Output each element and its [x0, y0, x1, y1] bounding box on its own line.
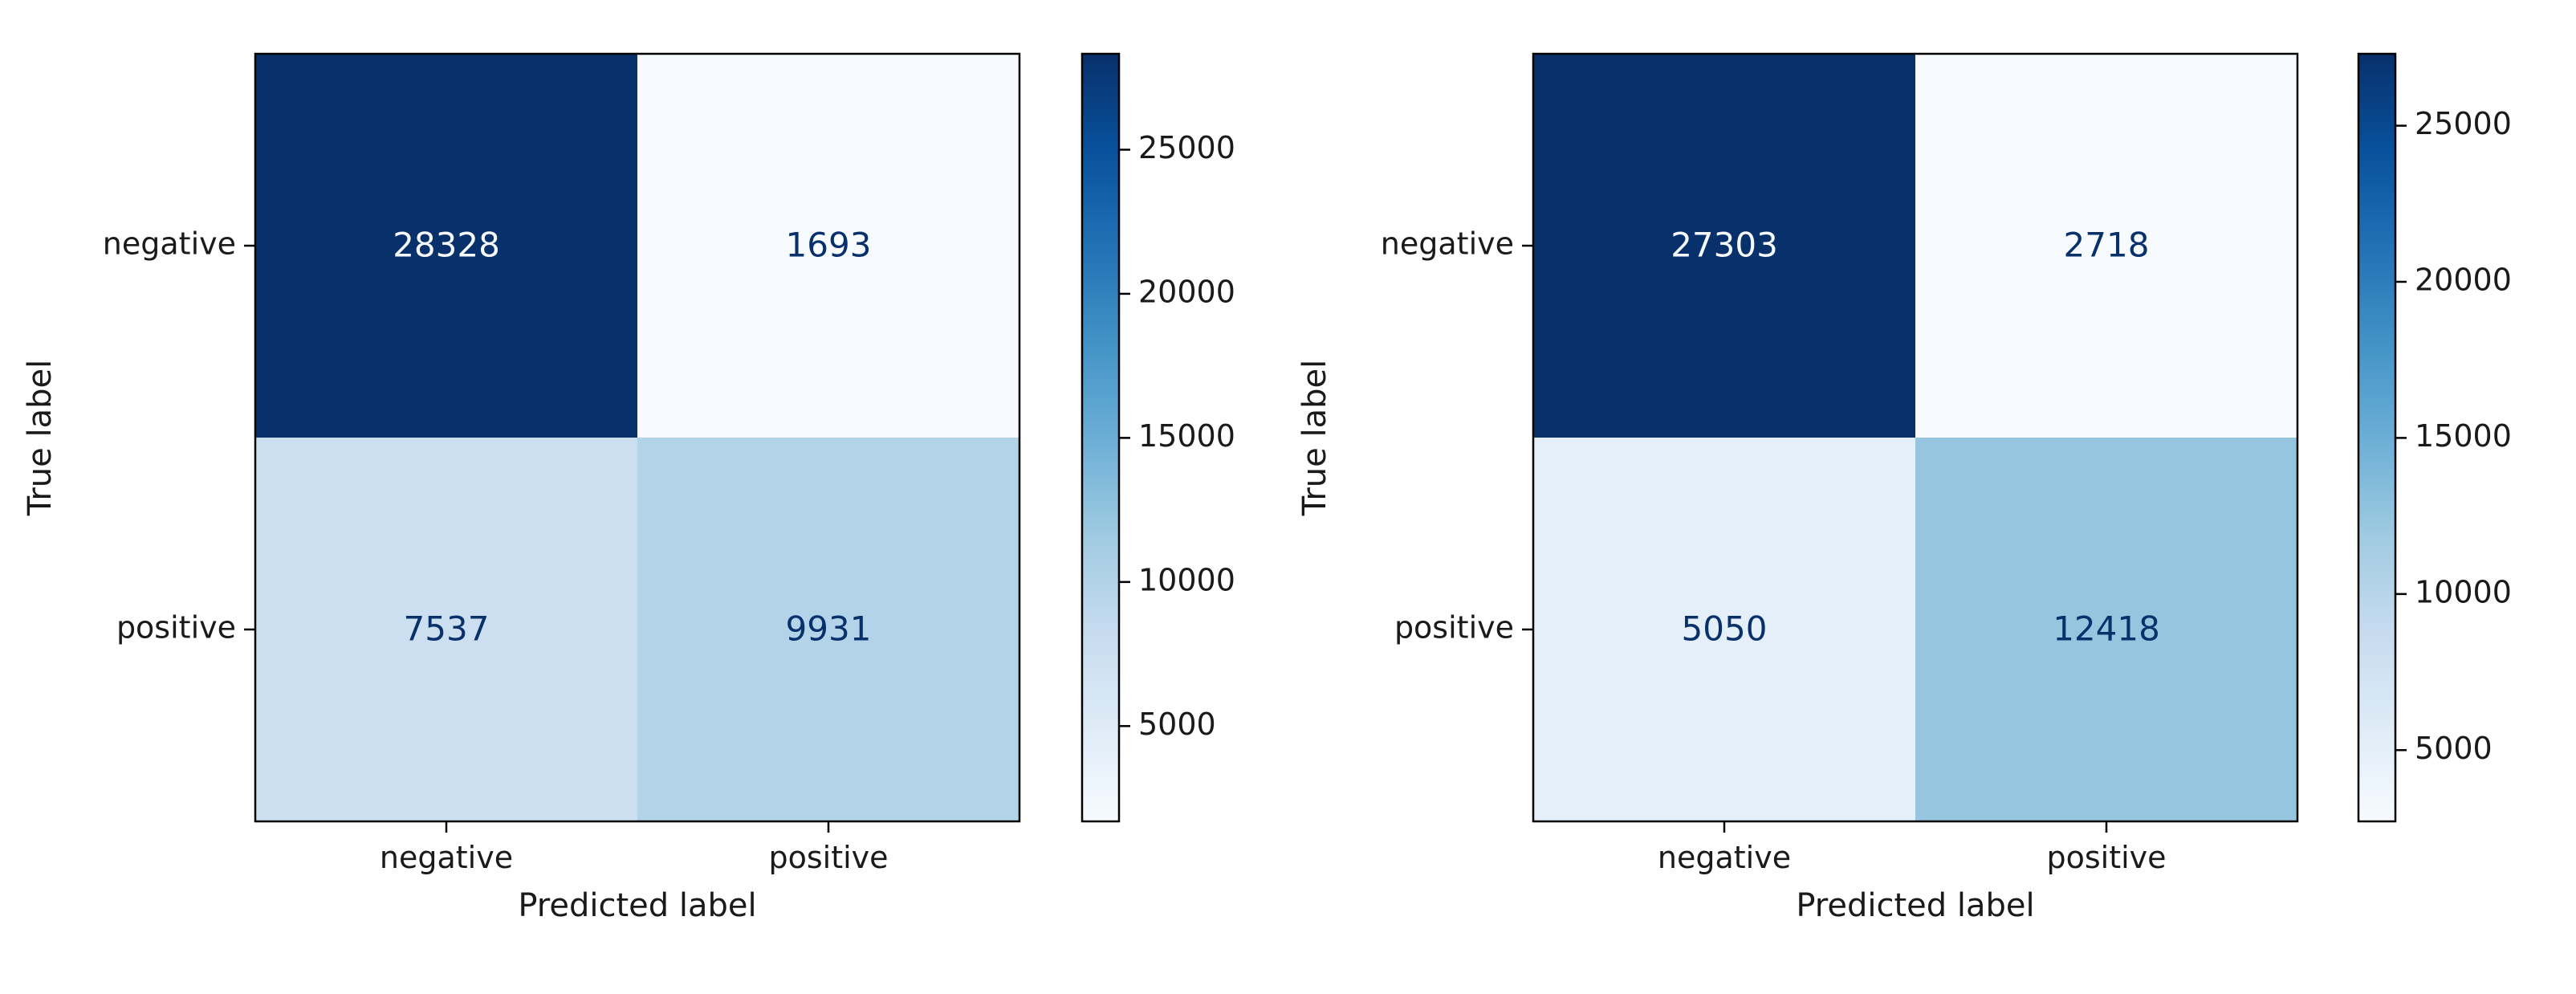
cell-value-label: 27303 — [1671, 226, 1778, 265]
cell-value-label: 28328 — [393, 226, 500, 265]
x-axis-title: Predicted label — [518, 887, 756, 924]
y-tick-label: positive — [116, 610, 236, 646]
y-axis-title: True label — [22, 360, 59, 516]
cell-value-label: 1693 — [786, 226, 872, 265]
confusion-matrix-left: 28328 1693 7537 9931 negative positive negativ… — [22, 52, 1235, 924]
axes-frame — [1532, 52, 2299, 823]
y-tick-label: negative — [1381, 226, 1514, 262]
cell-positive-positive — [1915, 438, 2297, 821]
colorbar-tick-label: 25000 — [1138, 130, 1235, 165]
x-tick-label: positive — [768, 840, 888, 875]
colorbar-tick-label: 25000 — [2415, 106, 2512, 141]
cell-negative-negative — [255, 54, 637, 438]
y-axis-title: True label — [1296, 360, 1333, 516]
x-tick-label: negative — [380, 840, 513, 875]
cell-positive-positive — [637, 438, 1019, 821]
cell-negative-positive — [1915, 54, 2297, 438]
x-axis-title: Predicted label — [1796, 887, 2034, 924]
cell-value-label: 9931 — [786, 609, 872, 649]
cell-value-label: 7537 — [404, 609, 490, 649]
colorbar — [1080, 52, 1121, 823]
colorbar-tick-label: 15000 — [1138, 418, 1235, 454]
colorbar-tick-label: 5000 — [1138, 707, 1216, 742]
cell-value-label: 2718 — [2064, 226, 2150, 265]
colorbar-tick-label: 20000 — [2415, 262, 2512, 297]
cell-positive-negative — [1533, 438, 1915, 821]
confusion-matrix-right: 27303 2718 5050 12418 negative positive negati… — [1296, 52, 2512, 924]
cell-negative-negative — [1533, 54, 1915, 438]
y-tick-label: positive — [1394, 610, 1514, 646]
x-tick-label: positive — [2046, 840, 2166, 875]
colorbar-tick-label: 5000 — [2415, 731, 2493, 766]
colorbar-tick-label: 20000 — [1138, 274, 1235, 309]
colorbar-tick-label: 15000 — [2415, 418, 2512, 454]
colorbar — [2357, 52, 2397, 823]
colorbar-tick-label: 10000 — [1138, 562, 1235, 597]
axes-frame — [254, 52, 1021, 823]
cell-negative-positive — [637, 54, 1019, 438]
y-tick-label: negative — [103, 226, 236, 262]
colorbar-tick-label: 10000 — [2415, 574, 2512, 609]
x-tick-label: negative — [1658, 840, 1791, 875]
cell-value-label: 12418 — [2053, 609, 2160, 649]
cell-positive-negative — [255, 438, 637, 821]
cell-value-label: 5050 — [1682, 609, 1768, 649]
